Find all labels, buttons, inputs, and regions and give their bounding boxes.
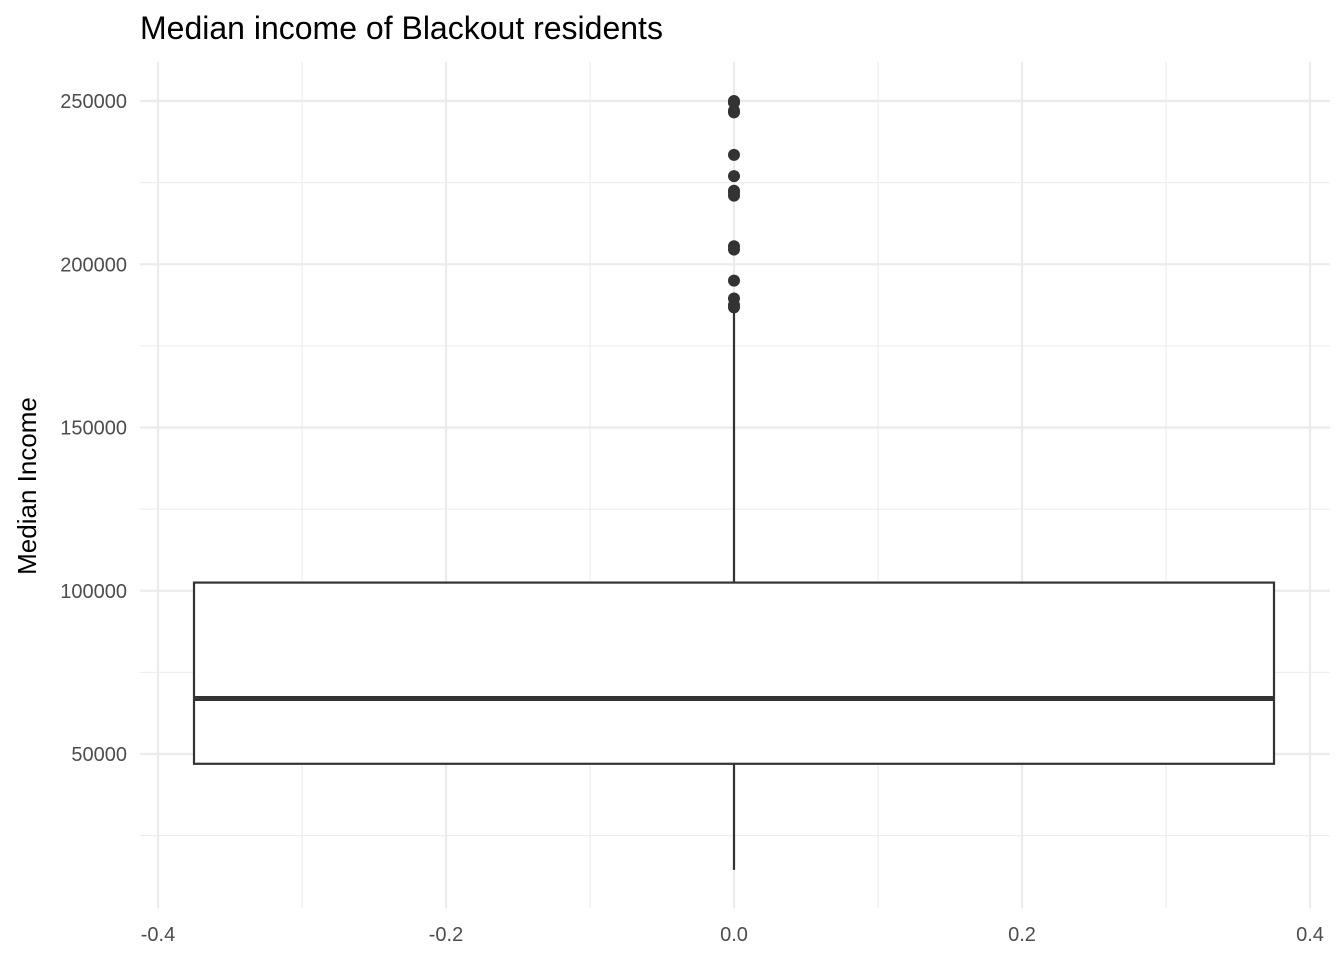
x-tick-label: 0.0 — [720, 924, 748, 946]
chart-title: Median income of Blackout residents — [140, 10, 663, 46]
x-tick-label: -0.2 — [429, 924, 463, 946]
y-tick-label: 100000 — [60, 581, 127, 603]
x-tick-label: 0.4 — [1296, 924, 1324, 946]
iqr-box — [192, 581, 1276, 765]
outlier-point — [728, 274, 740, 287]
x-axis-ticks: -0.4 -0.2 0.0 0.2 0.4 — [141, 924, 1324, 946]
outlier-point — [728, 301, 740, 314]
boxplot — [192, 308, 1276, 870]
outlier-point — [728, 148, 740, 161]
outlier-point — [728, 243, 740, 256]
outliers — [728, 95, 740, 314]
outlier-point — [728, 106, 740, 119]
x-tick-label: 0.2 — [1008, 924, 1036, 946]
y-tick-label: 250000 — [60, 91, 127, 113]
outlier-point — [728, 189, 740, 202]
y-tick-label: 50000 — [71, 744, 127, 766]
y-axis-ticks: 50000 100000 150000 200000 250000 — [60, 91, 127, 766]
y-tick-label: 200000 — [60, 254, 127, 276]
x-tick-label: -0.4 — [141, 924, 175, 946]
y-axis-title: Median Income — [12, 397, 42, 575]
outlier-point — [728, 170, 740, 183]
y-tick-label: 150000 — [60, 418, 127, 440]
